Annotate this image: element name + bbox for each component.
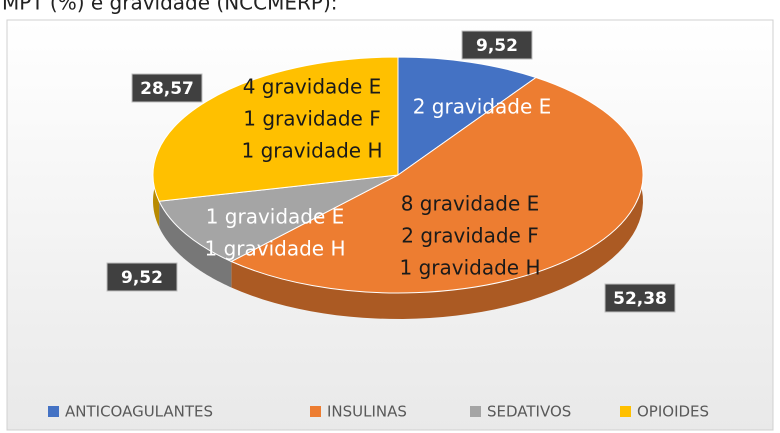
value-label: 28,57	[140, 79, 194, 99]
slice-annotation: 8 gravidade E	[401, 192, 540, 216]
value-label: 9,52	[121, 268, 163, 288]
labels: 9,52 52,38 9,52 28,57 2 gravidade E 8 gravida…	[106, 30, 676, 313]
slice-annotation: 1 gravidade H	[400, 256, 541, 280]
chart-title: MPT (%) e gravidade (NCCMERP):	[2, 0, 337, 15]
legend-label: INSULINAS	[327, 403, 407, 421]
legend-label: SEDATIVOS	[487, 403, 571, 421]
value-label-box	[604, 283, 676, 313]
legend-swatch	[48, 406, 59, 417]
slice	[152, 56, 399, 202]
slice-annotation: 4 gravidade E	[243, 75, 382, 99]
legend-label: ANTICOAGULANTES	[65, 403, 213, 421]
legend: ANTICOAGULANTES INSULINAS SEDATIVOS OPIOIDE…	[48, 403, 709, 421]
value-label-box	[461, 30, 533, 60]
slice-annotation: 1 gravidade H	[205, 237, 346, 261]
value-label-box	[131, 73, 203, 103]
slice	[158, 174, 399, 263]
value-label: 52,38	[613, 289, 667, 309]
slice	[230, 76, 644, 294]
pie	[152, 56, 644, 319]
slice-annotation: 1 gravidade H	[242, 139, 383, 163]
slice-annotation: 1 gravidade F	[243, 107, 380, 131]
legend-label: OPIOIDES	[637, 403, 709, 421]
slice-side	[159, 201, 232, 288]
legend-swatch	[620, 406, 631, 417]
slice-annotation: 1 gravidade E	[206, 205, 345, 229]
slice-annotation: 2 gravidade F	[401, 224, 538, 248]
legend-swatch	[310, 406, 321, 417]
legend-swatch	[470, 406, 481, 417]
slice-annotation: 2 gravidade E	[413, 95, 552, 119]
value-label-box	[106, 262, 178, 292]
value-label: 9,52	[476, 36, 518, 56]
slice-side	[231, 77, 643, 319]
slice	[397, 56, 538, 176]
